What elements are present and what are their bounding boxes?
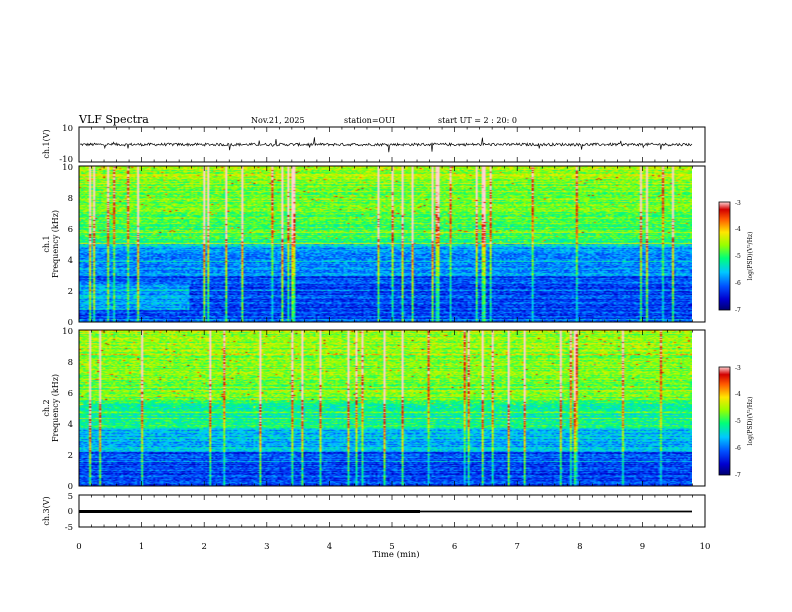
ch1-xticks	[78, 127, 706, 162]
ch1-freq-tick-10: 10	[62, 163, 73, 173]
ch2-freq-tick-8: 8	[68, 358, 73, 368]
ch1-freq-tick-0: 0	[68, 318, 73, 328]
ch1-spectrogram-xticks	[78, 166, 706, 322]
x-tick-label-5: 5	[389, 542, 394, 552]
x-tick-label-1: 1	[139, 542, 144, 552]
x-tick-label-7: 7	[514, 542, 519, 552]
ch2-cb-tick-m7: -7	[735, 472, 741, 479]
x-tick-label-6: 6	[452, 542, 457, 552]
ch2-spectrogram-image	[79, 330, 692, 486]
ch2-freq-tick-0: 0	[68, 482, 73, 492]
ch2-freq-tick-2: 2	[68, 451, 73, 461]
x-tick-label-2: 2	[201, 542, 206, 552]
ch3-xticks	[78, 495, 706, 527]
ch2-spectrogram-ylabel-freq: Frequency (kHz)	[51, 374, 60, 442]
ch1-spectrogram-yticks: 0 2 4 6 8 10	[62, 163, 73, 328]
station-label: station=OUI	[344, 116, 395, 125]
ch1-cb-tick-m4: -4	[735, 226, 741, 233]
ch1-cb-tick-m7: -7	[735, 307, 741, 314]
ch2-cb-tick-m5: -5	[735, 418, 741, 425]
date-label: Nov.21, 2025	[251, 116, 305, 125]
ch3-ytick-top: 5	[68, 492, 73, 502]
x-axis-label: Time (min)	[372, 549, 419, 560]
ch1-ylabel: ch.1(V)	[42, 129, 51, 158]
ch2-cb-tick-m4: -4	[735, 391, 741, 398]
start-time-label: start UT = 2 : 20: 0	[438, 116, 517, 125]
ch2-freq-tick-4: 4	[68, 420, 73, 430]
x-axis-tick-labels: 0 1 2 3 4 5 6 7 8 9 10	[76, 542, 710, 552]
ch2-spectrogram-ylabel-channel: ch.2	[42, 399, 51, 416]
ch3-waveform-panel: 5 0 -5 ch.3(V)	[42, 492, 706, 533]
ch1-ytick-top: 10	[62, 124, 73, 134]
ch3-ylabel: ch.3(V)	[42, 496, 51, 525]
ch1-colorbar: -3 -4 -5 -6 -7 log(PSD)(V²/Hz)	[718, 200, 754, 314]
ch2-spectrogram-xticks	[78, 330, 706, 486]
ch2-colorbar: -3 -4 -5 -6 -7 log(PSD)(V²/Hz)	[718, 365, 754, 479]
ch1-freq-tick-6: 6	[68, 225, 73, 235]
ch2-freq-tick-10: 10	[62, 327, 73, 337]
ch1-colorbar-label: log(PSD)(V²/Hz)	[747, 232, 754, 281]
ch1-spectrogram-ylabel-freq: Frequency (kHz)	[51, 210, 60, 278]
x-tick-label-4: 4	[327, 542, 332, 552]
ch2-colorbar-bar	[718, 366, 731, 476]
ch1-spectrogram-image	[79, 166, 692, 322]
ch2-spectrogram-panel: 0 2 4 6 8 10 ch.2 Frequency (kHz)	[42, 327, 706, 492]
ch2-freq-tick-6: 6	[68, 389, 73, 399]
figure-title: VLF Spectra	[78, 113, 149, 126]
ch1-waveform-panel: 10 -10 ch.1(V)	[42, 124, 706, 165]
ch2-colorbar-label: log(PSD)(V²/Hz)	[747, 397, 754, 446]
ch1-colorbar-bar	[718, 201, 731, 311]
ch3-ytick-mid: 0	[68, 507, 73, 517]
ch2-cb-tick-m3: -3	[735, 365, 741, 372]
ch1-waveform-trace	[80, 137, 693, 153]
ch1-cb-tick-m6: -6	[735, 280, 741, 287]
ch1-freq-tick-4: 4	[68, 256, 73, 266]
x-tick-label-8: 8	[577, 542, 582, 552]
ch2-cb-tick-m6: -6	[735, 445, 741, 452]
x-tick-label-9: 9	[640, 542, 645, 552]
ch1-spectrogram-ylabel-channel: ch.1	[42, 235, 51, 252]
ch1-ytick-bottom: -10	[59, 155, 73, 165]
ch3-ytick-bottom: -5	[65, 523, 73, 533]
ch1-freq-tick-8: 8	[68, 194, 73, 204]
ch1-cb-tick-m5: -5	[735, 253, 741, 260]
ch1-cb-tick-m3: -3	[735, 200, 741, 207]
x-tick-label-10: 10	[700, 542, 711, 552]
x-tick-label-0: 0	[76, 542, 81, 552]
ch2-spectrogram-yticks: 0 2 4 6 8 10	[62, 327, 73, 492]
x-tick-label-3: 3	[264, 542, 269, 552]
ch1-spectrogram-panel: 0 2 4 6 8 10 ch.1 Frequency (kHz)	[42, 163, 706, 328]
ch1-freq-tick-2: 2	[68, 287, 73, 297]
